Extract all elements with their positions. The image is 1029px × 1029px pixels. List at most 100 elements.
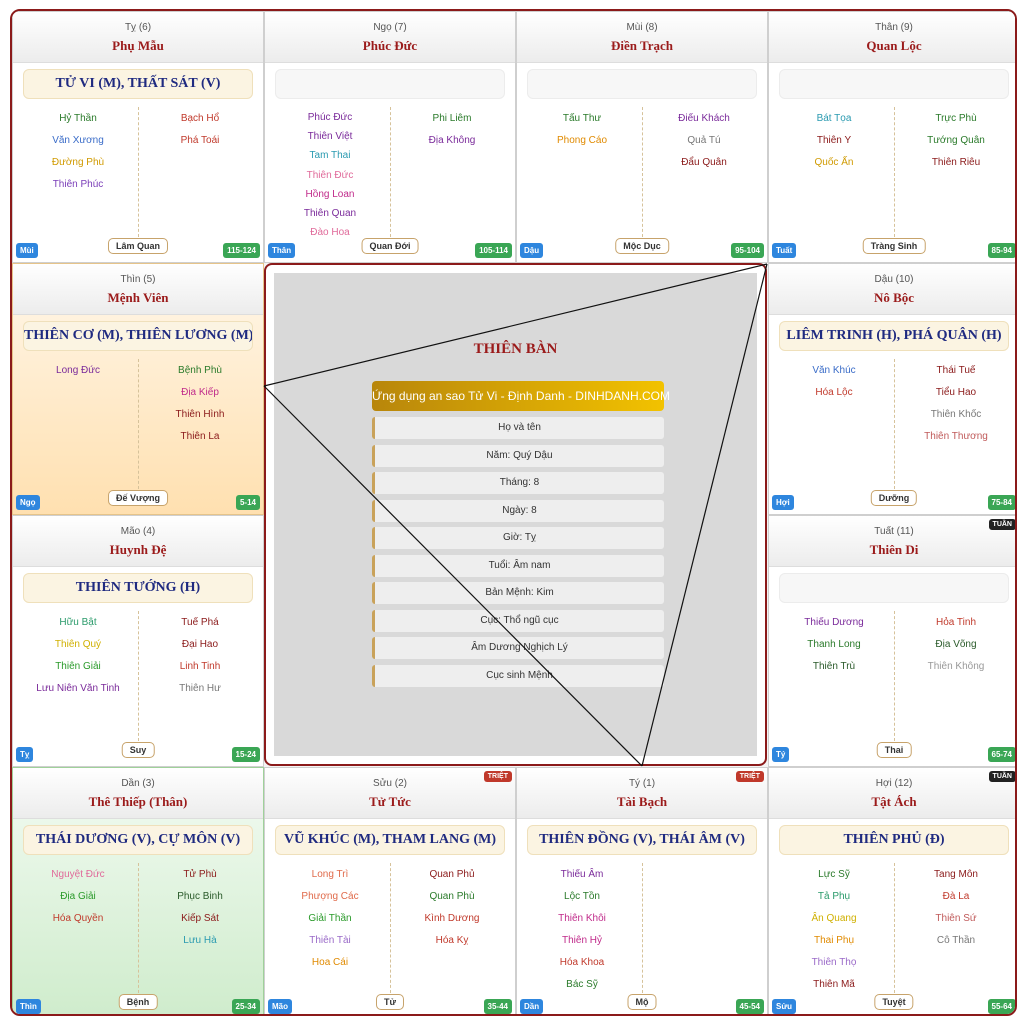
minor-stars-left: Văn Khúc Hóa Lộc bbox=[773, 360, 895, 404]
palace-name: Thiên Di bbox=[869, 542, 919, 557]
minor-star: Quan Phủ bbox=[429, 869, 475, 880]
palace-huynh-de[interactable]: Mão (4) Huynh Đệ THIÊN TƯỚNG (H) Hữu Bật Thi… bbox=[12, 515, 264, 767]
palace-name: Điền Trạch bbox=[611, 38, 673, 53]
minor-stars-left: Hữu Bật Thiên Quý Thiên Giải Lưu Niên Văn T… bbox=[17, 612, 139, 700]
major-stars bbox=[275, 69, 505, 99]
minor-stars-right: Hỏa Tinh Địa Võng Thiên Không bbox=[895, 612, 1015, 678]
minor-star: Bác Sỹ bbox=[566, 979, 598, 990]
minor-star: Tướng Quân bbox=[927, 135, 985, 146]
life-stage-badge: Tràng Sinh bbox=[862, 238, 926, 254]
minor-star: Tuế Phá bbox=[181, 617, 219, 628]
column-divider bbox=[894, 863, 895, 993]
minor-star: Hoa Cái bbox=[311, 957, 349, 968]
palace-tat-ach[interactable]: Hợi (12) Tật Ách TUẦN THIÊN PHỦ (Đ) Lực Sỹ Tả… bbox=[768, 767, 1015, 1014]
minor-star: Hỏa Tinh bbox=[935, 617, 977, 628]
palace-no-boc[interactable]: Dậu (10) Nô Bộc LIÊM TRINH (H), PHÁ QUÂN (… bbox=[768, 263, 1015, 515]
palace-phuc-duc[interactable]: Ngọ (7) Phúc Đức Phúc Đức Thiên Việt Tam Tha… bbox=[264, 11, 516, 263]
minor-star: Địa Kiếp bbox=[181, 387, 219, 398]
palace-the-thiep[interactable]: Dần (3) Thê Thiếp (Thân) THÁI DƯƠNG (V), C… bbox=[12, 767, 264, 1014]
info-row-am-duong: Âm Dương Nghịch Lý bbox=[372, 637, 664, 659]
age-range-badge: 75-84 bbox=[987, 495, 1015, 510]
minor-stars-left: Thiếu Âm Lộc Tồn Thiên Khôi Thiên Hỷ Hóa Kho… bbox=[521, 864, 643, 996]
palace-phu-mau[interactable]: Tỵ (6) Phụ Mẫu TỬ VI (M), THẤT SÁT (V) Hỷ T… bbox=[12, 11, 264, 263]
palace-thien-di[interactable]: Tuất (11) Thiên Di TUẦN Thiếu Dương Thanh Lo… bbox=[768, 515, 1015, 767]
minor-stars-left: Long Trì Phượng Các Giải Thần Thiên Tài Hoa … bbox=[269, 864, 391, 974]
major-stars: VŨ KHÚC (M), THAM LANG (M) bbox=[275, 825, 505, 855]
minor-star: Quả Tú bbox=[687, 135, 721, 146]
major-stars: THÁI DƯƠNG (V), CỰ MÔN (V) bbox=[23, 825, 253, 855]
palace-dien-trach[interactable]: Mùi (8) Điền Trạch Tấu Thư Phong Cáo Điếu Kh… bbox=[516, 11, 768, 263]
major-stars: THIÊN PHỦ (Đ) bbox=[779, 825, 1009, 855]
minor-star: Thiên Khốc bbox=[930, 409, 982, 420]
tu-vi-chart-board: Tỵ (6) Phụ Mẫu TỬ VI (M), THẤT SÁT (V) Hỷ T… bbox=[10, 9, 1017, 1016]
palace-header: Hợi (12) Tật Ách bbox=[769, 768, 1015, 819]
minor-star: Tam Thai bbox=[309, 150, 351, 162]
palace-name: Quan Lộc bbox=[866, 38, 922, 53]
app-banner-link[interactable]: Ứng dụng an sao Tử Vi - Định Danh - DINH… bbox=[372, 381, 670, 411]
minor-stars-right: Thái Tuế Tiểu Hao Thiên Khốc Thiên Thương bbox=[895, 360, 1015, 448]
palace-branch: Sửu (2) bbox=[373, 778, 407, 789]
minor-star: Phục Binh bbox=[177, 891, 223, 902]
can-badge: Tý bbox=[772, 747, 790, 762]
minor-star: Kiếp Sát bbox=[181, 913, 219, 924]
column-divider bbox=[138, 107, 139, 237]
minor-stars-right: Tang Môn Đà La Thiên Sứ Cô Thần bbox=[895, 864, 1015, 952]
can-badge: Dần bbox=[520, 999, 544, 1014]
age-range-badge: 55-64 bbox=[987, 999, 1015, 1014]
minor-star: Đà La bbox=[942, 891, 970, 902]
minor-star: Thiên Riêu bbox=[931, 157, 981, 168]
palace-name: Huynh Đệ bbox=[109, 542, 167, 557]
palace-tai-bach[interactable]: Tý (1) Tài Bạch TRIỆT THIÊN ĐỒNG (V), THÁI … bbox=[516, 767, 768, 1014]
minor-star: Thai Phụ bbox=[813, 935, 855, 946]
minor-star: Văn Khúc bbox=[812, 365, 856, 376]
age-range-badge: 25-34 bbox=[231, 999, 260, 1014]
palace-tag-badge: TRIỆT bbox=[735, 771, 764, 782]
info-row-ban-menh: Bản Mệnh: Kim bbox=[372, 582, 664, 604]
minor-stars-right: Trực Phù Tướng Quân Thiên Riêu bbox=[895, 108, 1015, 174]
minor-stars-left: Phúc Đức Thiên Việt Tam Thai Thiên Đức Hồng … bbox=[269, 108, 391, 242]
info-row-month: Tháng: 8 bbox=[372, 472, 664, 494]
minor-stars-right: Tử Phù Phục Binh Kiếp Sát Lưu Hà bbox=[139, 864, 261, 952]
minor-star: Thiên Hình bbox=[175, 409, 225, 420]
palace-tu-tuc[interactable]: Sửu (2) Tử Tức TRIỆT VŨ KHÚC (M), THAM LANG… bbox=[264, 767, 516, 1014]
life-stage-badge: Suy bbox=[121, 742, 155, 758]
major-stars bbox=[779, 69, 1009, 99]
minor-star: Đường Phù bbox=[51, 157, 105, 168]
minor-star: Lộc Tồn bbox=[564, 891, 600, 902]
age-range-badge: 105-114 bbox=[475, 243, 512, 258]
palace-branch: Dậu (10) bbox=[874, 274, 914, 285]
thien-ban-title: THIÊN BÀN bbox=[473, 341, 558, 357]
palace-tag-badge: TUẦN bbox=[988, 519, 1015, 530]
minor-star: Phúc Đức bbox=[307, 112, 353, 123]
minor-star: Đại Hao bbox=[181, 639, 219, 650]
can-badge: Thìn bbox=[16, 999, 41, 1014]
minor-stars-left: Nguyệt Đức Địa Giải Hóa Quyền bbox=[17, 864, 139, 930]
minor-star: Thiếu Dương bbox=[804, 617, 864, 628]
palace-menh-vien[interactable]: Thìn (5) Mệnh Viên THIÊN CƠ (M), THIÊN LƯƠ… bbox=[12, 263, 264, 515]
age-range-badge: 35-44 bbox=[483, 999, 512, 1014]
minor-star: Phi Liêm bbox=[432, 113, 472, 124]
minor-stars-right: Quan Phủ Quan Phù Kình Dương Hóa Kỵ bbox=[391, 864, 513, 952]
minor-star: Hóa Lộc bbox=[815, 387, 853, 398]
minor-star: Thiên Việt bbox=[307, 131, 353, 143]
minor-star: Nguyệt Đức bbox=[51, 869, 105, 880]
minor-star: Điếu Khách bbox=[678, 113, 730, 124]
minor-star: Kình Dương bbox=[424, 913, 480, 924]
palace-quan-loc[interactable]: Thân (9) Quan Lộc Bát Tọa Thiên Y Quốc Ấn Trự… bbox=[768, 11, 1015, 263]
palace-name: Tài Bạch bbox=[616, 794, 668, 809]
column-divider bbox=[894, 107, 895, 237]
palace-branch: Ngọ (7) bbox=[373, 22, 407, 33]
palace-header: Tý (1) Tài Bạch bbox=[517, 768, 767, 819]
can-badge: Dậu bbox=[520, 243, 544, 258]
minor-star: Thiếu Âm bbox=[560, 869, 604, 880]
palace-name: Phụ Mẫu bbox=[112, 38, 164, 53]
minor-star: Thiên Mã bbox=[813, 979, 855, 990]
palace-header: Thân (9) Quan Lộc bbox=[769, 12, 1015, 63]
palace-branch: Tuất (11) bbox=[874, 526, 914, 537]
minor-star: Lưu Hà bbox=[183, 935, 217, 946]
minor-star: Ân Quang bbox=[811, 913, 857, 924]
info-row-hour: Giờ: Tỵ bbox=[372, 527, 664, 549]
minor-stars-right: Bệnh Phù Địa Kiếp Thiên Hình Thiên La bbox=[139, 360, 261, 448]
info-row-cuc: Cục: Thổ ngũ cục bbox=[372, 609, 664, 632]
info-row-year: Năm: Quý Dậu bbox=[372, 444, 664, 467]
